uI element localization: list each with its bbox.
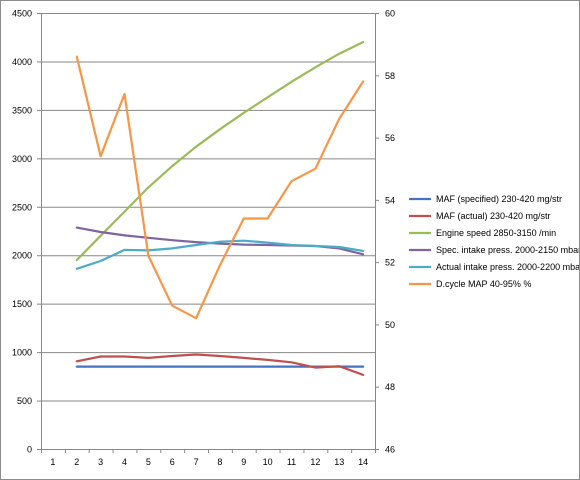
y-right-tick-label: 50 [385,320,395,330]
x-tick-label: 1 [50,457,55,467]
x-tick-label: 2 [74,457,79,467]
x-tick-label: 6 [170,457,175,467]
legend-entry-label: MAF (actual) 230-420 mg/str [436,211,551,221]
series-line-5 [75,239,365,270]
x-tick-label: 9 [241,457,246,467]
y-left-tick-label: 1500 [12,299,32,309]
series-lines [75,40,365,376]
x-tick-label: 7 [194,457,199,467]
x-tick-label: 13 [334,457,344,467]
y-left-tick-label: 0 [27,445,32,455]
y-left-tick-label: 2500 [12,202,32,212]
y-right-tick-label: 48 [385,382,395,392]
y-left-tick-label: 2000 [12,251,32,261]
y-left-tick-label: 4500 [12,9,32,19]
y-right-tick-label: 54 [385,195,395,205]
x-tick-label: 4 [122,457,127,467]
y-left-tick-label: 3500 [12,105,32,115]
y-left-tick-label: 4000 [12,57,32,67]
y-left-tick-label: 500 [17,396,32,406]
series-line-6 [75,55,365,320]
legend-entry-label: Actual intake press. 2000-2200 mbar [436,262,579,272]
axes: 0500100015002000250030003500400045004648… [12,9,395,468]
legend-entry-label: Engine speed 2850-3150 /min [436,228,556,238]
y-right-tick-label: 58 [385,71,395,81]
legend-entry-label: Spec. intake press. 2000-2150 mbar [436,245,579,255]
legend-entry-label: MAF (specified) 230-420 mg/str [436,194,562,204]
gridlines [41,13,375,450]
x-tick-label: 8 [217,457,222,467]
x-tick-label: 11 [287,457,296,467]
y-right-tick-label: 52 [385,258,395,268]
y-left-tick-label: 3000 [12,154,32,164]
x-tick-label: 5 [146,457,151,467]
x-tick-label: 3 [98,457,103,467]
y-right-tick-label: 56 [385,133,395,143]
x-tick-label: 10 [263,457,273,467]
x-tick-label: 14 [358,457,368,467]
y-right-tick-label: 46 [385,445,395,455]
series-line-2 [75,353,365,376]
legend: MAF (specified) 230-420 mg/str MAF (actua… [409,194,579,289]
legend-entry-label: D.cycle MAP 40-95% % [436,279,531,289]
x-tick-label: 12 [310,457,320,467]
series-line-3 [75,40,365,262]
y-right-tick-label: 60 [385,9,395,19]
y-left-tick-label: 1000 [12,348,32,358]
